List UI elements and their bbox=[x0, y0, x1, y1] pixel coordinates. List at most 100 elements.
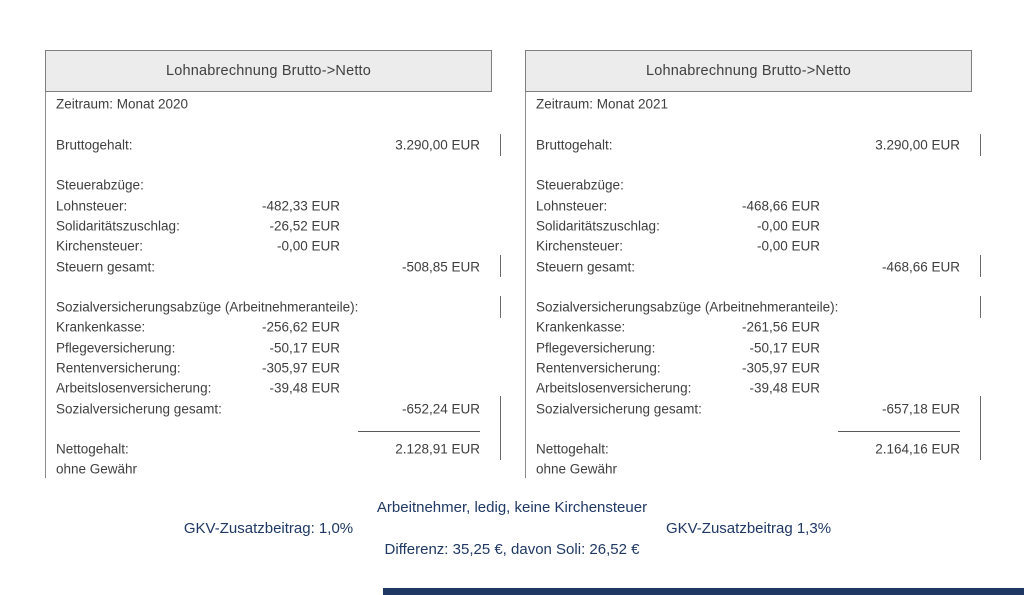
net-row: Nettogehalt: 2.128,91 EUR bbox=[56, 439, 480, 459]
social-label: Arbeitslosenversicherung: bbox=[536, 380, 692, 396]
gross-value: 3.290,00 EUR bbox=[875, 137, 960, 153]
tax-total-label: Steuern gesamt: bbox=[536, 259, 636, 275]
social-value: -39,48 EUR bbox=[749, 380, 820, 396]
tax-row: Kirchensteuer: -0,00 EUR bbox=[56, 236, 480, 256]
panel-header-2020: Lohnabrechnung Brutto->Netto bbox=[45, 50, 492, 92]
tax-label: Lohnsteuer: bbox=[536, 198, 608, 214]
period-row: Zeitraum: Monat 2020 bbox=[56, 94, 480, 114]
panel-title: Lohnabrechnung Brutto->Netto bbox=[645, 63, 852, 79]
cell-border-tick bbox=[500, 396, 501, 461]
tax-row: Kirchensteuer: -0,00 EUR bbox=[536, 236, 960, 256]
net-row: Nettogehalt: 2.164,16 EUR bbox=[536, 439, 960, 459]
panel-header-2021: Lohnabrechnung Brutto->Netto bbox=[525, 50, 972, 92]
gross-row: Bruttogehalt: 3.290,00 EUR bbox=[536, 133, 981, 156]
social-section-header: Sozialversicherungsabzüge (Arbeitnehmera… bbox=[536, 299, 839, 315]
tax-label: Lohnsteuer: bbox=[56, 198, 128, 214]
tax-total-row: Steuern gesamt: -508,85 EUR bbox=[56, 255, 501, 278]
disclaimer-text: ohne Gewähr bbox=[536, 461, 618, 477]
spacer-row bbox=[536, 277, 960, 297]
spacer-row bbox=[56, 155, 480, 175]
social-row: Arbeitslosenversicherung: -39,48 EUR bbox=[56, 378, 480, 398]
tax-label: Kirchensteuer: bbox=[536, 238, 624, 254]
social-total-value: -657,18 EUR bbox=[881, 401, 960, 417]
tax-value: -0,00 EUR bbox=[756, 218, 820, 234]
social-row: Krankenkasse: -261,56 EUR bbox=[536, 317, 960, 337]
social-row: Pflegeversicherung: -50,17 EUR bbox=[536, 338, 960, 358]
social-section-header-row: Sozialversicherungsabzüge (Arbeitnehmera… bbox=[536, 295, 981, 318]
cell-border-tick bbox=[500, 255, 501, 278]
tax-total-value: -508,85 EUR bbox=[401, 259, 480, 275]
disclaimer-row: ohne Gewähr bbox=[56, 459, 480, 479]
cell-border-tick bbox=[980, 295, 981, 318]
tax-section-header: Steuerabzüge: bbox=[56, 177, 144, 193]
footer-scenario-note: Arbeitnehmer, ledig, keine Kirchensteuer bbox=[376, 499, 648, 516]
tax-total-label: Steuern gesamt: bbox=[56, 259, 156, 275]
social-label: Pflegeversicherung: bbox=[56, 340, 176, 356]
social-row: Krankenkasse: -256,62 EUR bbox=[56, 317, 480, 337]
net-value: 2.128,91 EUR bbox=[395, 441, 480, 457]
net-value: 2.164,16 EUR bbox=[875, 441, 960, 457]
panel-title: Lohnabrechnung Brutto->Netto bbox=[165, 63, 372, 79]
tax-value: -0,00 EUR bbox=[756, 238, 820, 254]
tax-row: Lohnsteuer: -482,33 EUR bbox=[56, 195, 480, 215]
social-value: -305,97 EUR bbox=[261, 360, 340, 376]
social-label: Krankenkasse: bbox=[536, 319, 626, 335]
cell-border-tick bbox=[500, 133, 501, 156]
social-row: Rentenversicherung: -305,97 EUR bbox=[536, 358, 960, 378]
sum-line-row bbox=[536, 419, 960, 439]
period-label: Zeitraum: Monat 2020 bbox=[56, 96, 189, 112]
cell-border-tick bbox=[500, 295, 501, 318]
social-row: Rentenversicherung: -305,97 EUR bbox=[56, 358, 480, 378]
social-row: Arbeitslosenversicherung: -39,48 EUR bbox=[536, 378, 960, 398]
footer-gkv-note-2020: GKV-Zusatzbeitrag: 1,0% bbox=[183, 520, 354, 537]
tax-label: Kirchensteuer: bbox=[56, 238, 144, 254]
net-label: Nettogehalt: bbox=[56, 441, 129, 457]
tax-row: Solidaritätszuschlag: -0,00 EUR bbox=[536, 216, 960, 236]
tax-value: -482,33 EUR bbox=[261, 198, 340, 214]
social-label: Rentenversicherung: bbox=[56, 360, 181, 376]
net-label: Nettogehalt: bbox=[536, 441, 609, 457]
tax-total-row: Steuern gesamt: -468,66 EUR bbox=[536, 255, 981, 278]
period-row: Zeitraum: Monat 2021 bbox=[536, 94, 960, 114]
footer-difference-note: Differenz: 35,25 €, davon Soli: 26,52 € bbox=[384, 541, 640, 558]
sum-line-row bbox=[56, 419, 480, 439]
period-label: Zeitraum: Monat 2021 bbox=[536, 96, 669, 112]
social-label: Krankenkasse: bbox=[56, 319, 146, 335]
social-value: -39,48 EUR bbox=[269, 380, 340, 396]
tax-section-header-row: Steuerabzüge: bbox=[56, 175, 480, 195]
tax-section-header-row: Steuerabzüge: bbox=[536, 175, 960, 195]
tax-row: Solidaritätszuschlag: -26,52 EUR bbox=[56, 216, 480, 236]
cell-border-tick bbox=[980, 133, 981, 156]
tax-row: Lohnsteuer: -468,66 EUR bbox=[536, 195, 960, 215]
gross-value: 3.290,00 EUR bbox=[395, 137, 480, 153]
social-total-value: -652,24 EUR bbox=[401, 401, 480, 417]
social-total-label: Sozialversicherung gesamt: bbox=[56, 401, 222, 417]
tax-value: -468,66 EUR bbox=[741, 198, 820, 214]
payroll-panel-2021: Lohnabrechnung Brutto->Netto Zeitraum: M… bbox=[525, 50, 981, 479]
social-value: -261,56 EUR bbox=[741, 319, 820, 335]
spacer-row bbox=[56, 114, 480, 134]
social-label: Arbeitslosenversicherung: bbox=[56, 380, 212, 396]
tax-value: -26,52 EUR bbox=[269, 218, 340, 234]
social-value: -256,62 EUR bbox=[261, 319, 340, 335]
panel-body-2020: Zeitraum: Monat 2020 Bruttogehalt: 3.290… bbox=[45, 92, 501, 479]
disclaimer-row: ohne Gewähr bbox=[536, 459, 960, 479]
gross-row: Bruttogehalt: 3.290,00 EUR bbox=[56, 133, 501, 156]
social-total-row: Sozialversicherung gesamt: -657,18 EUR bbox=[536, 396, 981, 461]
social-total-label: Sozialversicherung gesamt: bbox=[536, 401, 702, 417]
footer-gkv-note-2021: GKV-Zusatzbeitrag 1,3% bbox=[665, 520, 832, 537]
tax-section-header: Steuerabzüge: bbox=[536, 177, 624, 193]
gross-label: Bruttogehalt: bbox=[536, 137, 613, 153]
cell-border-tick bbox=[980, 255, 981, 278]
tax-label: Solidaritätszuschlag: bbox=[56, 218, 180, 234]
slide-progress-bar bbox=[383, 588, 1024, 595]
disclaimer-text: ohne Gewähr bbox=[56, 461, 138, 477]
social-section-header-row: Sozialversicherungsabzüge (Arbeitnehmera… bbox=[56, 295, 501, 318]
social-section-header: Sozialversicherungsabzüge (Arbeitnehmera… bbox=[56, 299, 359, 315]
social-label: Pflegeversicherung: bbox=[536, 340, 656, 356]
spacer-row bbox=[536, 155, 960, 175]
social-value: -305,97 EUR bbox=[741, 360, 820, 376]
gross-label: Bruttogehalt: bbox=[56, 137, 133, 153]
spacer-row bbox=[536, 114, 960, 134]
tax-value: -0,00 EUR bbox=[276, 238, 340, 254]
